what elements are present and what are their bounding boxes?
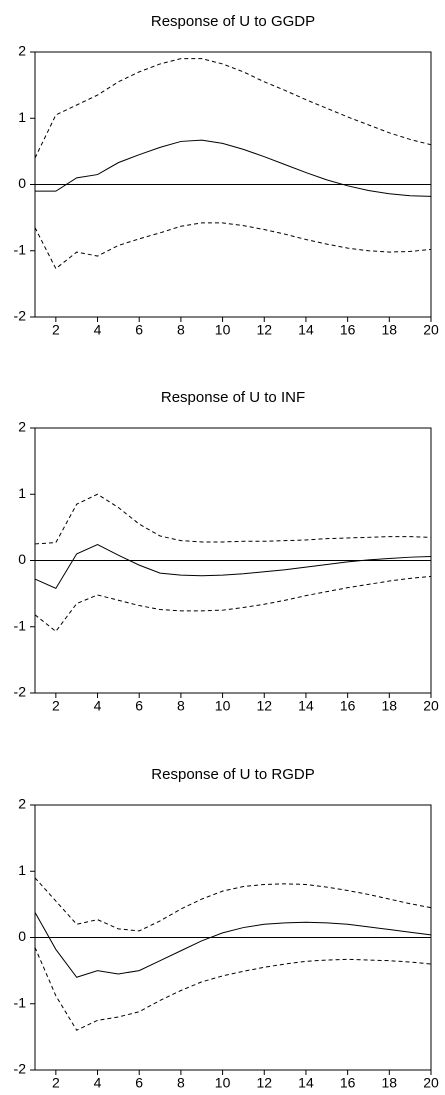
x-tick-label: 8 <box>177 698 185 714</box>
x-tick-label: 12 <box>256 698 272 714</box>
response-line <box>34 912 432 978</box>
x-tick-label: 2 <box>52 698 60 714</box>
response-line <box>34 544 432 589</box>
response-line <box>35 139 432 197</box>
y-tick-label: -1 <box>14 617 27 633</box>
y-tick-label: 0 <box>18 175 26 191</box>
x-tick-label: 6 <box>135 322 143 338</box>
x-tick-label: 14 <box>298 1075 314 1091</box>
y-tick-label: 0 <box>18 551 26 567</box>
x-tick-label: 4 <box>94 322 102 338</box>
chart-title: Response of U to GGDP <box>151 13 315 30</box>
response-line <box>34 877 432 932</box>
x-tick-label: 14 <box>298 698 314 714</box>
x-tick-label: 10 <box>215 322 231 338</box>
x-tick-label: 10 <box>215 1075 231 1091</box>
y-tick-label: -2 <box>14 308 27 324</box>
y-tick-label: 1 <box>18 485 26 501</box>
y-tick-label: 2 <box>18 419 26 435</box>
x-tick-label: 12 <box>256 322 272 338</box>
chart-title: Response of U to INF <box>161 389 305 406</box>
x-tick-label: 18 <box>382 322 398 338</box>
y-tick-label: 1 <box>18 109 26 125</box>
x-tick-label: 20 <box>423 322 439 338</box>
x-tick-label: 8 <box>177 1075 185 1091</box>
x-tick-label: 2 <box>52 1075 60 1091</box>
x-tick-label: 20 <box>423 1075 439 1091</box>
x-tick-label: 16 <box>340 698 356 714</box>
response-line <box>34 222 432 270</box>
x-tick-label: 4 <box>94 1075 102 1091</box>
y-tick-label: 1 <box>18 862 26 878</box>
x-tick-label: 14 <box>298 322 314 338</box>
x-tick-label: 6 <box>135 698 143 714</box>
y-tick-label: 0 <box>18 928 26 944</box>
y-tick-label: 2 <box>18 43 26 59</box>
response-line <box>34 493 432 545</box>
response-line <box>34 58 432 159</box>
x-tick-label: 4 <box>94 698 102 714</box>
y-tick-label: -2 <box>14 1061 27 1077</box>
x-tick-label: 18 <box>382 698 398 714</box>
x-tick-label: 2 <box>52 322 60 338</box>
y-tick-label: -1 <box>14 241 27 257</box>
response-line <box>34 575 432 633</box>
x-tick-label: 18 <box>382 1075 398 1091</box>
chart-title: Response of U to RGDP <box>151 766 314 783</box>
x-tick-label: 8 <box>177 322 185 338</box>
y-tick-label: -1 <box>14 994 27 1010</box>
x-tick-label: 20 <box>423 698 439 714</box>
x-tick-label: 6 <box>135 1075 143 1091</box>
x-tick-label: 16 <box>340 1075 356 1091</box>
x-tick-label: 12 <box>256 1075 272 1091</box>
x-tick-label: 16 <box>340 322 356 338</box>
x-tick-label: 10 <box>215 698 231 714</box>
y-tick-label: -2 <box>14 684 27 700</box>
y-tick-label: 2 <box>18 796 26 812</box>
response-line <box>34 947 432 1031</box>
